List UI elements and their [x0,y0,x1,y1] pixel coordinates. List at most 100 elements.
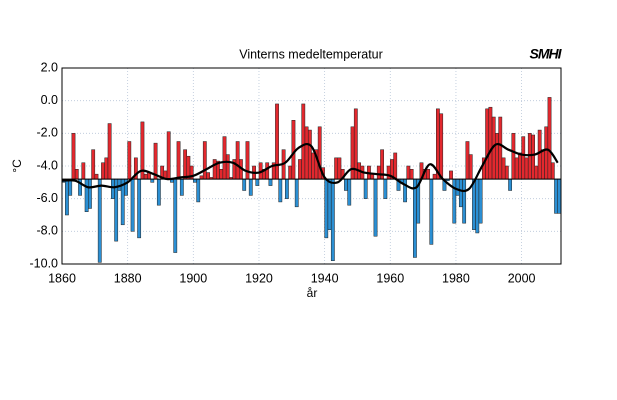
bar [531,134,535,180]
bar [432,173,437,180]
bar [74,169,79,180]
bar [298,159,302,180]
bar [373,178,378,237]
y-tick-label: -8.0 [36,224,58,238]
bar [521,136,526,180]
y-tick-label: 2.0 [41,60,58,74]
bar [550,162,555,180]
bar [68,178,73,196]
bar [534,165,539,180]
bar [495,133,499,180]
bar [478,178,483,224]
x-tick-label: 1880 [114,271,142,285]
y-tick-label: -10.0 [30,256,59,270]
y-axis-label: °C [10,159,24,173]
x-axis-label: år [307,286,318,300]
bar [245,141,250,180]
bar [156,178,161,206]
bar [278,178,283,203]
bar [554,178,558,214]
bar [206,172,210,180]
bar [524,157,529,180]
x-tick-label: 2000 [508,271,536,285]
bar [294,178,299,208]
bar [363,178,368,199]
bar [475,178,480,234]
bar [143,173,148,180]
bar [409,169,414,180]
bar [439,113,444,180]
bar [311,152,316,180]
y-tick-label: -4.0 [36,158,58,172]
bar [304,126,309,180]
bar [110,178,115,199]
bar [301,103,306,180]
bar [173,178,178,253]
bar [511,133,516,180]
bar [265,162,270,180]
bar [541,149,545,180]
bar [386,165,391,180]
bar [504,165,509,180]
bar [472,178,476,230]
bar [452,178,457,224]
bar [393,152,398,180]
bar [370,173,375,180]
bar [406,165,411,180]
bar [347,178,352,206]
bar [498,116,503,180]
bar [488,106,493,180]
bar [307,129,312,180]
x-tick-label: 1900 [179,271,207,285]
bar [462,178,467,224]
bar [97,178,102,263]
bar [65,178,69,216]
x-tick-label: 1940 [311,271,339,285]
bar [413,178,417,258]
x-tick-label: 1960 [376,271,404,285]
plot-frame [61,67,562,265]
bar [468,154,473,180]
y-tick-label: 0.0 [41,93,58,107]
bar [426,169,430,180]
trend-line [62,142,559,193]
bar [324,178,329,239]
bar [219,169,224,180]
bar [202,141,207,180]
bar [212,159,217,180]
bar [544,126,549,180]
bar [403,178,407,203]
bar [537,129,542,180]
y-tick-label: -2.0 [36,126,58,140]
bar [88,178,92,209]
chart-title: Vinterns medeltemperatur [239,47,383,61]
bar [275,103,279,180]
bar [547,97,552,180]
bar [376,165,381,180]
bar [334,157,339,180]
logo: SMHI [530,46,563,62]
bar [84,178,89,212]
bar [514,157,519,180]
bar [176,141,181,180]
bar [288,165,293,180]
bar [429,178,434,245]
bar [71,133,76,180]
bar [242,178,247,191]
bar [179,178,184,196]
bar [501,157,506,180]
x-tick-label: 1860 [48,271,76,285]
bar [222,136,227,180]
bar [130,178,135,232]
bar [91,149,96,180]
bar [268,178,273,186]
bar [449,170,453,180]
bar [183,149,187,180]
bar [94,173,99,180]
bar [166,131,171,180]
bar [137,178,142,239]
bar [107,123,112,180]
bar [344,178,348,191]
bar [104,157,109,180]
